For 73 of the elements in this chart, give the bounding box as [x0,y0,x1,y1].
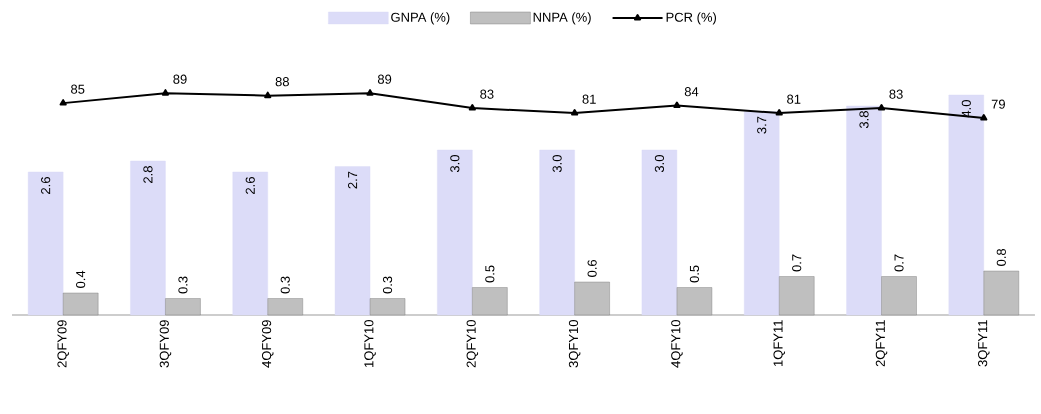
data-label: 0.5 [485,265,495,283]
point [366,89,374,96]
bar [472,287,508,316]
legend-label: GNPA (%) [391,12,450,25]
bar [334,166,371,316]
data-label: 2.8 [143,166,153,183]
data-label: 0.6 [587,259,597,277]
point [877,104,886,111]
bar [676,287,713,316]
x-tick-label: 2QFY09 [57,320,69,368]
data-label: 3.7 [757,116,767,134]
point [161,89,170,96]
bar [27,171,64,316]
bar [62,292,99,316]
data-label: 3.0 [450,155,460,173]
data-label: 0.3 [280,276,290,294]
data-label: 3.0 [552,155,562,173]
data-label: 0.7 [792,254,802,272]
bar [881,276,917,316]
data-label: 85 [71,84,85,94]
point [980,114,988,121]
data-label: 2.6 [41,177,51,194]
bar [846,105,882,316]
data-label: 0.3 [178,276,188,294]
data-label: 81 [582,94,596,104]
x-tick-label: 1QFY10 [364,320,376,367]
point [571,109,579,116]
bar [539,149,575,316]
bar [232,171,268,316]
data-label: 4.0 [961,100,971,118]
x-tick-label: 2QFY11 [875,320,888,367]
bar [165,298,201,316]
bar [130,160,166,316]
data-label: 0.3 [382,276,393,294]
bar [267,298,303,316]
data-label: 0.4 [76,270,86,288]
x-tick-label: 3QFY09 [159,320,172,368]
data-label: 89 [377,74,392,84]
data-label: 83 [889,89,903,99]
point [775,109,783,116]
data-label: 79 [991,99,1005,109]
point [264,91,272,99]
bar [983,270,1019,316]
data-label: 3.8 [859,111,869,129]
data-label: 88 [275,77,289,87]
x-tick-label: 2QFY10 [466,320,479,368]
data-label: 81 [787,94,801,104]
x-tick-label: 4QFY10 [671,320,683,368]
data-label: 0.7 [894,254,904,272]
data-label: 2.7 [347,171,358,189]
bar [574,281,610,316]
bar [779,276,815,316]
data-label: 84 [684,87,699,97]
x-tick-label: 1QFY11 [773,320,785,366]
bar [948,94,984,316]
point [59,99,67,106]
data-label: 0.8 [996,248,1006,266]
bar [744,111,780,316]
bar [437,149,473,316]
data-label: 2.6 [245,177,255,194]
data-label: 83 [480,89,494,99]
legend-label: NNPA (%) [533,12,591,25]
x-tick-label: 3QFY11 [978,320,990,367]
data-label: 0.5 [689,265,700,283]
bar [641,149,678,316]
data-label: 3.0 [654,155,665,173]
bar [369,298,406,316]
x-tick-label: 3QFY10 [568,320,581,368]
point [468,104,476,111]
data-label: 89 [173,74,187,84]
point [673,101,681,109]
legend-label: PCR (%) [666,12,716,25]
x-tick-label: 4QFY09 [261,320,274,368]
